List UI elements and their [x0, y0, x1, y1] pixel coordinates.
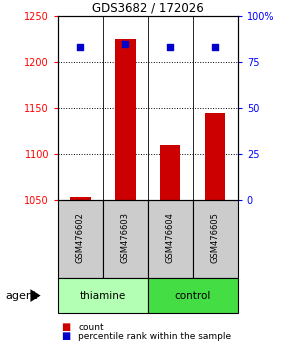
Text: ■: ■ — [61, 331, 70, 341]
Text: percentile rank within the sample: percentile rank within the sample — [78, 332, 231, 341]
Title: GDS3682 / 172026: GDS3682 / 172026 — [92, 2, 204, 15]
Point — [168, 44, 173, 50]
Bar — [58, 200, 103, 278]
Bar — [193, 200, 238, 278]
Bar — [160, 145, 180, 200]
Text: GSM476605: GSM476605 — [211, 212, 220, 263]
Text: agent: agent — [6, 291, 38, 301]
Point — [78, 44, 83, 50]
Text: count: count — [78, 323, 104, 332]
Point — [213, 44, 218, 50]
Bar — [148, 200, 193, 278]
Text: control: control — [175, 291, 211, 301]
Text: GSM476602: GSM476602 — [76, 212, 85, 263]
Text: GSM476604: GSM476604 — [166, 212, 175, 263]
Bar — [148, 278, 238, 313]
Point — [123, 41, 128, 46]
Bar — [70, 197, 90, 200]
Text: ■: ■ — [61, 322, 70, 332]
Text: GSM476603: GSM476603 — [121, 212, 130, 263]
Text: thiamine: thiamine — [80, 291, 126, 301]
Bar — [103, 200, 148, 278]
Bar — [205, 113, 225, 200]
Bar — [58, 278, 148, 313]
Bar — [115, 39, 135, 200]
